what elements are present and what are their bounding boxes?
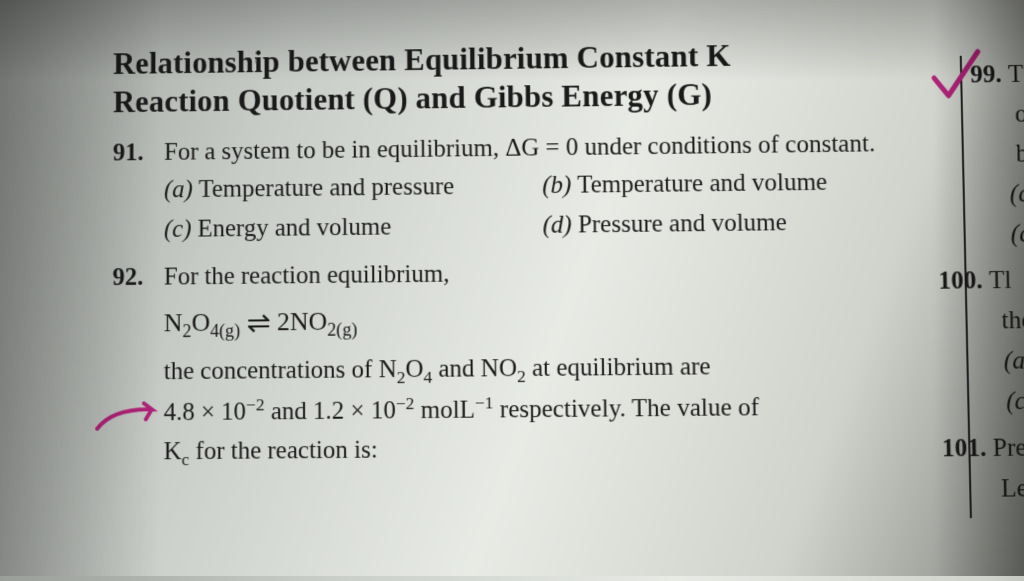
- q91-number: 91.: [113, 135, 164, 171]
- eqn-n: N: [164, 308, 183, 337]
- b1d: 4: [423, 367, 432, 387]
- r99b: o: [1015, 101, 1024, 128]
- b2b: −2: [246, 394, 265, 414]
- r101-num: 101.: [942, 435, 993, 463]
- b2a: 4.8 × 10: [164, 399, 246, 427]
- eqn-2: 2: [182, 321, 191, 341]
- q91-a-tag: (a): [164, 176, 193, 203]
- q92-number: 92.: [112, 259, 163, 296]
- r100c: (a): [1004, 347, 1024, 375]
- section-heading: Relationship between Equilibrium Constan…: [113, 34, 949, 121]
- b3b: c: [182, 449, 190, 469]
- r99d: (c: [1010, 180, 1024, 207]
- question-91: 91. For a system to be in equilibrium, Δ…: [113, 125, 942, 250]
- q92-equation: N2O4(g) ⇌ 2NO2(g): [164, 294, 944, 346]
- b1e: and NO: [432, 355, 517, 383]
- b1a: the concentrations of N: [164, 356, 397, 385]
- q91-option-c: (c) Energy and volume: [164, 206, 543, 250]
- b1g: at equilibrium are: [526, 354, 711, 383]
- q92-line1: the concentrations of N2O4 and NO2 at eq…: [164, 346, 945, 392]
- eqn-2g: 2(g): [327, 320, 357, 340]
- r101b: Le-: [1001, 475, 1024, 503]
- r100-num: 100.: [938, 267, 989, 295]
- heading-line2: Reaction Quotient (Q) and Gibbs Energy (…: [113, 77, 712, 119]
- b1c: O: [405, 356, 423, 383]
- q91-option-a: (a) Temperature and pressure: [164, 166, 542, 210]
- b1f: 2: [517, 366, 526, 386]
- b2d: −2: [396, 393, 415, 413]
- q92-body: N2O4(g) ⇌ 2NO2(g) the concentrations of …: [112, 294, 946, 473]
- q91-d-tag: (d): [542, 211, 571, 238]
- b2e: molL: [414, 397, 475, 425]
- q91-options: (a) Temperature and pressure (b) Tempera…: [113, 161, 942, 250]
- r99e: (c: [1010, 221, 1024, 248]
- eqn-2no: 2NO: [277, 307, 327, 336]
- right-column-fragment: 99. T o b (c (c 100. Tl the (a) (c) 101.…: [970, 55, 1024, 510]
- r101a: Pre: [992, 434, 1024, 462]
- q91-pre: For a system to be in equilibrium,: [164, 134, 505, 165]
- q91-c-tag: (c): [164, 216, 191, 243]
- b2f: −1: [475, 392, 494, 412]
- eqn-arrow: ⇌: [247, 308, 271, 339]
- r99a: T: [1008, 61, 1024, 88]
- b1b: 2: [397, 367, 406, 387]
- q91-b-tag: (b): [542, 172, 571, 199]
- b2g: respectively. The value of: [494, 394, 760, 423]
- q91-c-text: Energy and volume: [191, 213, 391, 242]
- b2c: and 1.2 × 10: [265, 398, 396, 426]
- heading-line1: Relationship between Equilibrium Constan…: [113, 38, 731, 81]
- b3a: K: [164, 438, 182, 465]
- r99-num: 99.: [970, 61, 1008, 88]
- q91-option-b: (b) Temperature and volume: [542, 161, 925, 205]
- q91-option-d: (d) Pressure and volume: [542, 201, 925, 245]
- q92-line3: Kc for the reaction is:: [164, 427, 947, 472]
- q91-b-text: Temperature and volume: [571, 169, 827, 199]
- q91-a-text: Temperature and pressure: [193, 173, 454, 203]
- r100d: (c): [1006, 388, 1024, 416]
- q91-post: under conditions of constant.: [578, 130, 875, 160]
- eqn-o: O: [191, 308, 210, 337]
- q91-d-text: Pressure and volume: [572, 209, 787, 238]
- eqn-4g: 4(g): [210, 321, 240, 341]
- r100a: Tl: [989, 267, 1012, 294]
- r99c: b: [1016, 141, 1024, 168]
- b3c: for the reaction is:: [189, 437, 377, 466]
- question-92: 92. For the reaction equilibrium, N2O4(g…: [112, 251, 946, 472]
- q92-line2: 4.8 × 10−2 and 1.2 × 10−2 molL−1 respect…: [164, 385, 946, 433]
- q92-lead: For the reaction equilibrium,: [164, 256, 450, 295]
- q91-delta: ΔG = 0: [505, 134, 578, 162]
- r100b: the: [1001, 307, 1024, 335]
